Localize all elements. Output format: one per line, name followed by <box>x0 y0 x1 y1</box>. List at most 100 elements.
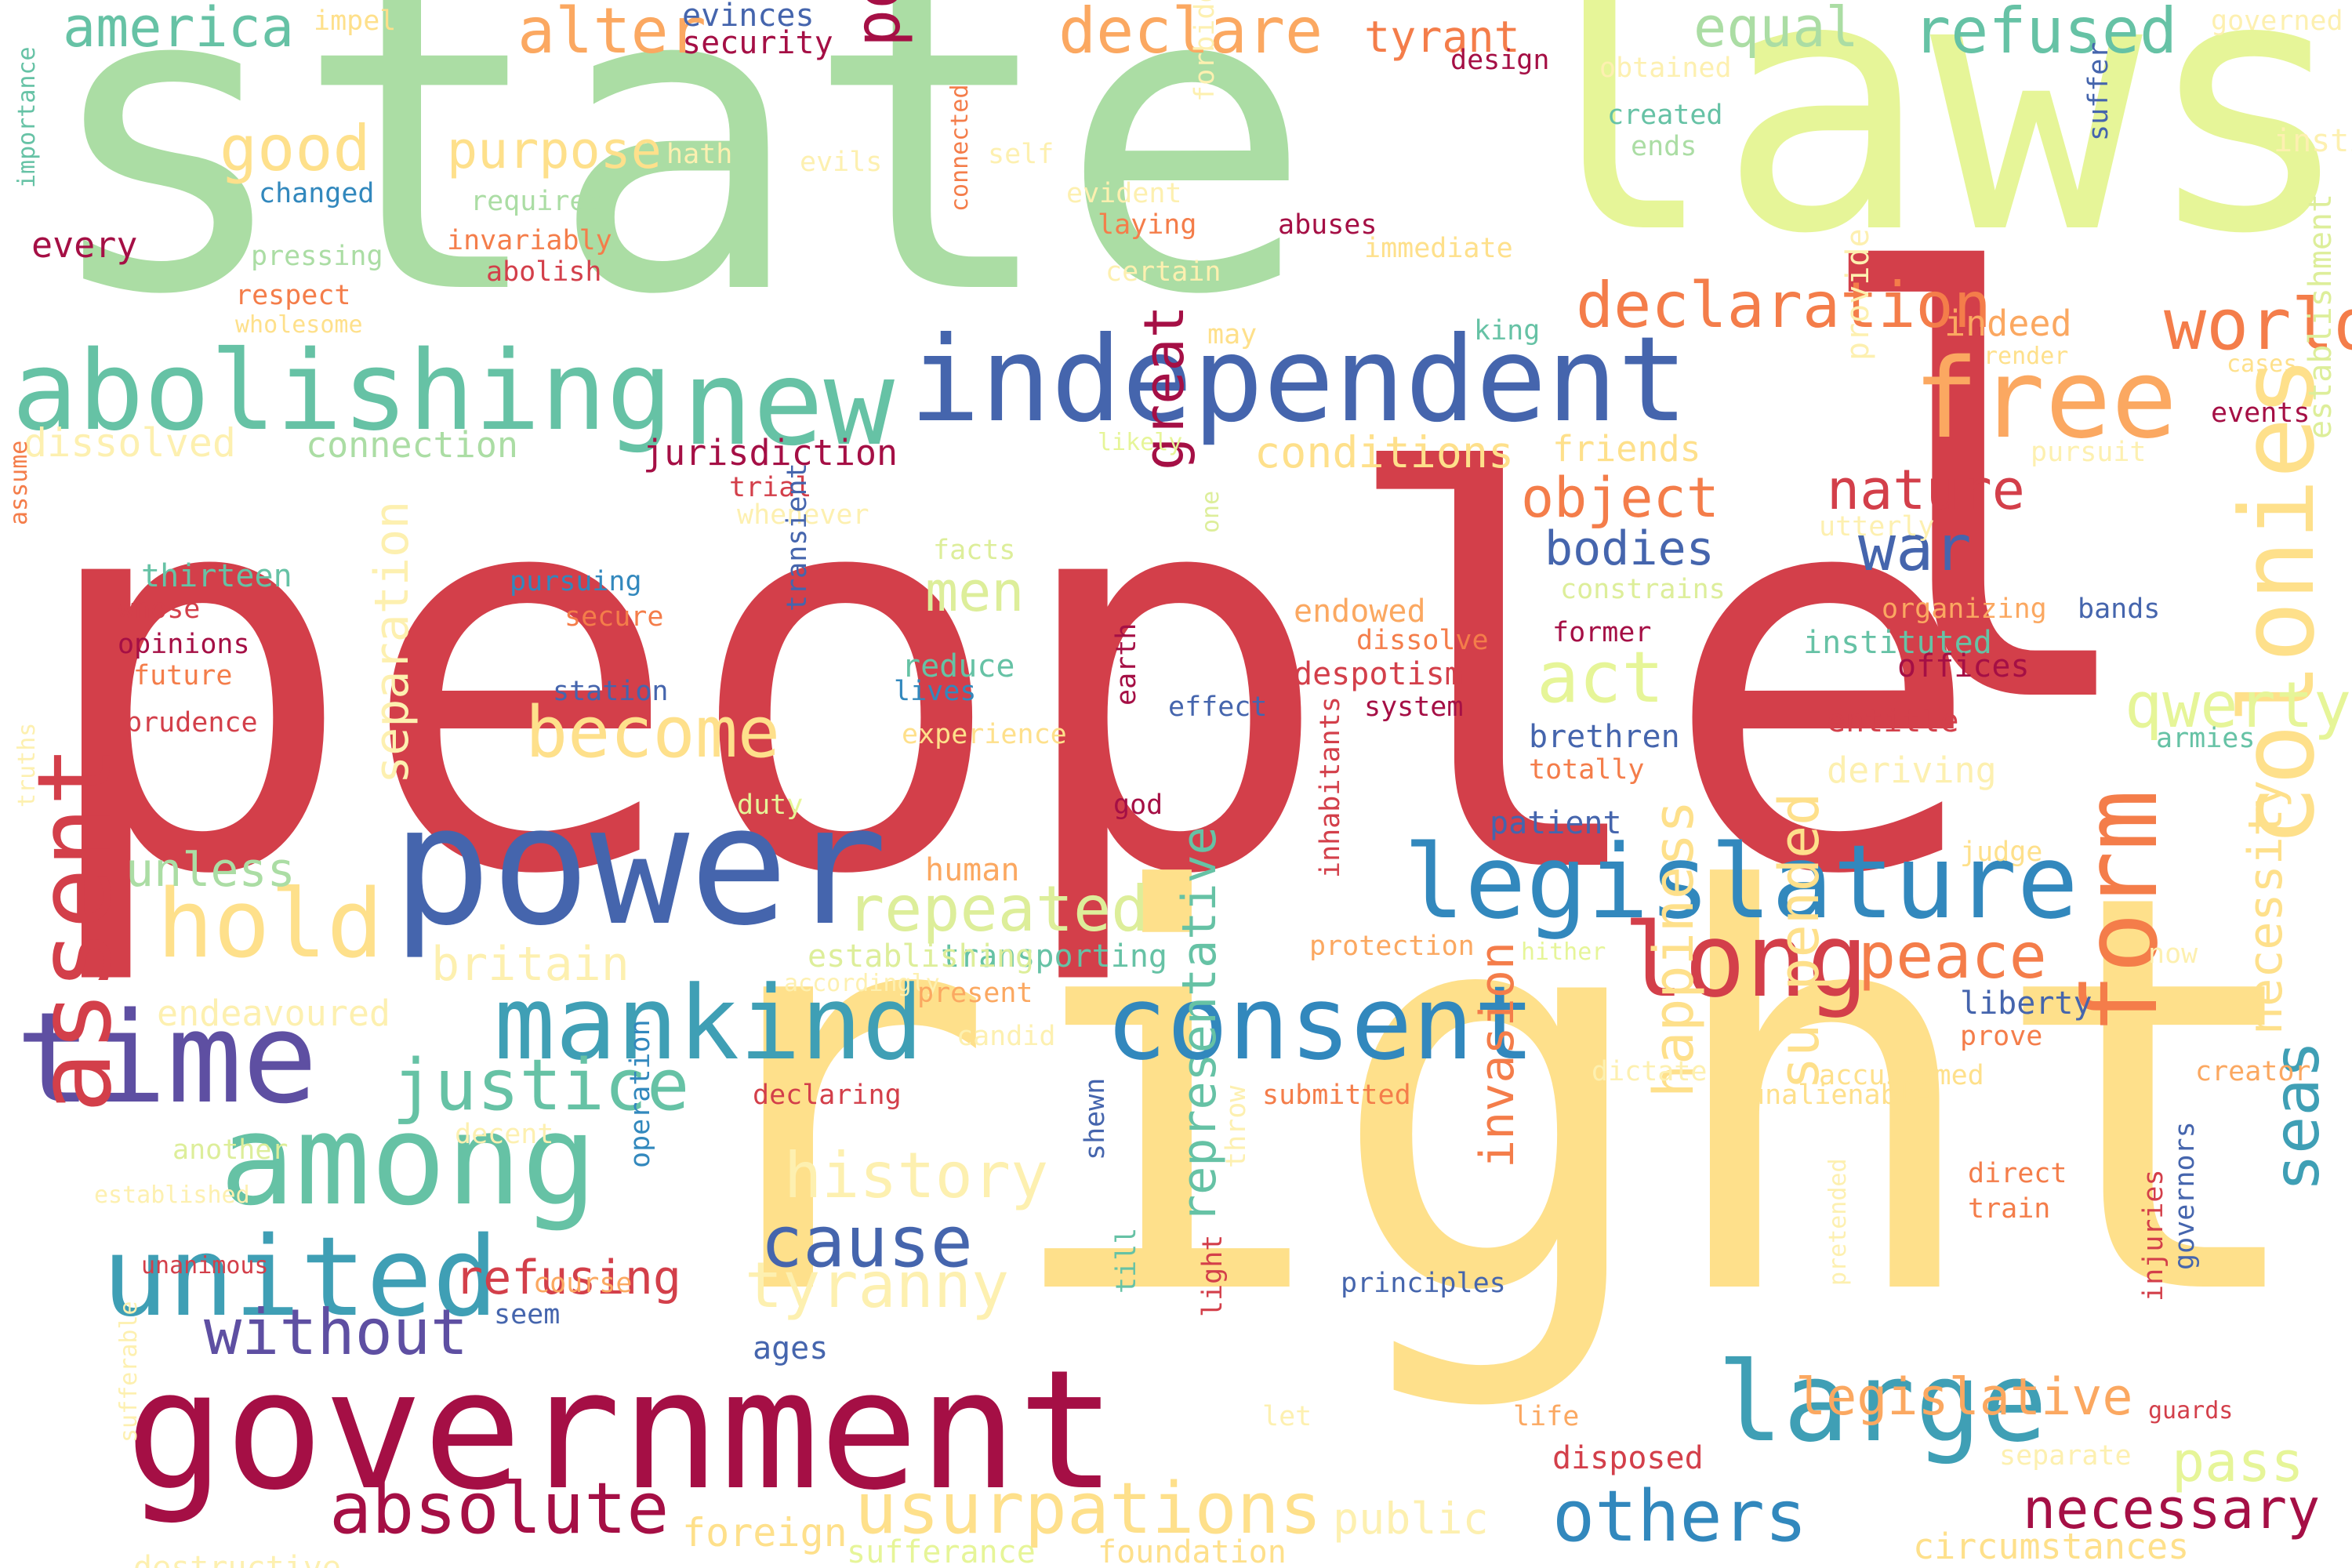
word-laying-98: laying <box>1098 209 1197 241</box>
word-institute-107: institute <box>2274 123 2352 159</box>
word-laws-1: laws <box>1505 0 2352 311</box>
word-suspended-58: suspended <box>1767 792 1831 1090</box>
word-effect-152: effect <box>1168 691 1268 723</box>
word-sufferance-74: sufferance <box>847 1534 1036 1568</box>
word-constrains-121: constrains <box>1560 574 1726 605</box>
word-former-124: former <box>1552 617 1652 648</box>
word-creator-175: creator <box>2195 1056 2311 1087</box>
word-light-183: light <box>1197 1234 1229 1317</box>
word-refused-29: refused <box>1913 0 2178 67</box>
word-usurpations-37: usurpations <box>855 1468 1323 1550</box>
word-organizing-122: organizing <box>1882 593 2047 625</box>
word-train-186: train <box>1968 1193 2051 1225</box>
word-people-2: people <box>31 363 1986 993</box>
word-right-4: right <box>666 778 2319 1417</box>
word-station-145: station <box>553 676 669 707</box>
word-shewn-184: shewn <box>1080 1077 1111 1160</box>
word-circumstances-76: circumstances <box>1913 1526 2190 1567</box>
word-till-181: till <box>1111 1227 1142 1294</box>
word-declaring-170: declaring <box>753 1080 902 1111</box>
word-obtained-83: obtained <box>1599 53 1732 84</box>
word-declare-25: declare <box>1058 0 1323 67</box>
word-trial-118: trial <box>729 472 812 503</box>
word-present-166: present <box>917 978 1033 1009</box>
word-others-38: others <box>1552 1475 1808 1558</box>
word-legislature-11: legislature <box>1403 822 2078 942</box>
word-long-18: long <box>1623 901 1869 1020</box>
word-indeed-110: indeed <box>1944 303 2072 344</box>
word-guards-196: guards <box>2148 1397 2234 1425</box>
word-united-16: united <box>102 1214 499 1341</box>
word-conditions-66: conditions <box>1254 427 1515 477</box>
word-men-52: men <box>925 560 1025 624</box>
word-ages-189: ages <box>753 1330 829 1367</box>
word-provide-112: provide <box>1840 228 1876 361</box>
word-abolishing-8: abolishing <box>12 328 673 456</box>
word-government-5: government <box>125 1334 1117 1526</box>
word-whenever-119: whenever <box>737 499 869 531</box>
word-accustomed-174: accustomed <box>1819 1060 1984 1091</box>
word-history-42: history <box>784 1139 1049 1212</box>
word-become-45: become <box>525 691 781 774</box>
word-decent-177: decent <box>455 1119 554 1150</box>
word-experience-144: experience <box>902 719 1067 750</box>
word-equal-28: equal <box>1693 0 1859 60</box>
word-refusing-62: refusing <box>455 1250 681 1305</box>
word-dictate-172: dictate <box>1592 1056 1708 1087</box>
word-cases-113: cases <box>2227 350 2298 378</box>
word-justice-35: justice <box>392 1044 690 1127</box>
word-tyranny-43: tyranny <box>745 1249 1010 1322</box>
word-jurisdiction-70: jurisdiction <box>643 432 898 474</box>
word-absolute-36: absolute <box>329 1468 670 1550</box>
word-despotism-149: despotism <box>1294 656 1464 692</box>
word-offices-126: offices <box>1897 648 2030 684</box>
word-mankind-13: mankind <box>494 964 924 1083</box>
word-render-111: render <box>1984 343 2069 370</box>
word-pretended-191: pretended <box>1824 1158 1852 1286</box>
word-disposed-197: disposed <box>1552 1440 1704 1476</box>
word-governors-193: governors <box>2169 1121 2201 1270</box>
word-established-178: established <box>94 1181 250 1209</box>
word-bands-123: bands <box>2078 593 2161 625</box>
word-dissolve-148: dissolve <box>1356 625 1489 656</box>
word-state-0: state <box>39 0 1314 387</box>
word-design-82: design <box>1450 45 1550 76</box>
word-separate-198: separate <box>1999 1440 2132 1472</box>
word-protection-162: protection <box>1309 931 1475 962</box>
word-prudence-137: prudence <box>125 707 258 739</box>
word-alter-26: alter <box>517 0 706 67</box>
word-assume-132: assume <box>5 440 33 525</box>
word-importance-85: importance <box>13 46 41 188</box>
word-unless-63: unless <box>125 843 296 898</box>
word-destructive-77: destructive <box>133 1550 341 1568</box>
word-unanimous-179: unanimous <box>141 1252 269 1279</box>
word-prove-169: prove <box>1960 1021 2043 1052</box>
word-cause-41: cause <box>760 1201 973 1283</box>
word-patient-155: patient <box>1490 805 1622 841</box>
word-accordingly-165: accordingly <box>784 970 940 997</box>
word-reduce-142: reduce <box>902 648 1015 684</box>
word-totally-131: totally <box>1529 754 1645 786</box>
word-separation-65: separation <box>365 500 419 784</box>
word-britain-64: britain <box>431 937 630 992</box>
word-without-40: without <box>204 1296 469 1369</box>
word-peace-34: peace <box>1858 920 2047 993</box>
word-foundation-75: foundation <box>1098 1534 1287 1568</box>
word-immediate-103: immediate <box>1364 233 1513 264</box>
word-hither-163: hither <box>1521 938 1606 966</box>
word-duty-154: duty <box>737 789 804 821</box>
word-new-9: new <box>682 336 895 472</box>
word-one-141: one <box>1197 490 1225 533</box>
word-endeavoured-71: endeavoured <box>157 993 391 1034</box>
word-l-3: l <box>1803 156 2153 832</box>
word-security-80: security <box>682 25 833 61</box>
word-consent-12: consent <box>1105 964 1535 1083</box>
word-requires-91: requires <box>470 186 603 217</box>
word-truths-159: truths <box>13 722 41 808</box>
word-political-31: political <box>841 0 914 47</box>
word-injuries-192: injuries <box>2138 1169 2169 1301</box>
word-governed-84: governed <box>2211 5 2343 37</box>
word-king-109: king <box>1474 315 1541 347</box>
word-forbidden-100: forbidden <box>1189 0 1221 102</box>
